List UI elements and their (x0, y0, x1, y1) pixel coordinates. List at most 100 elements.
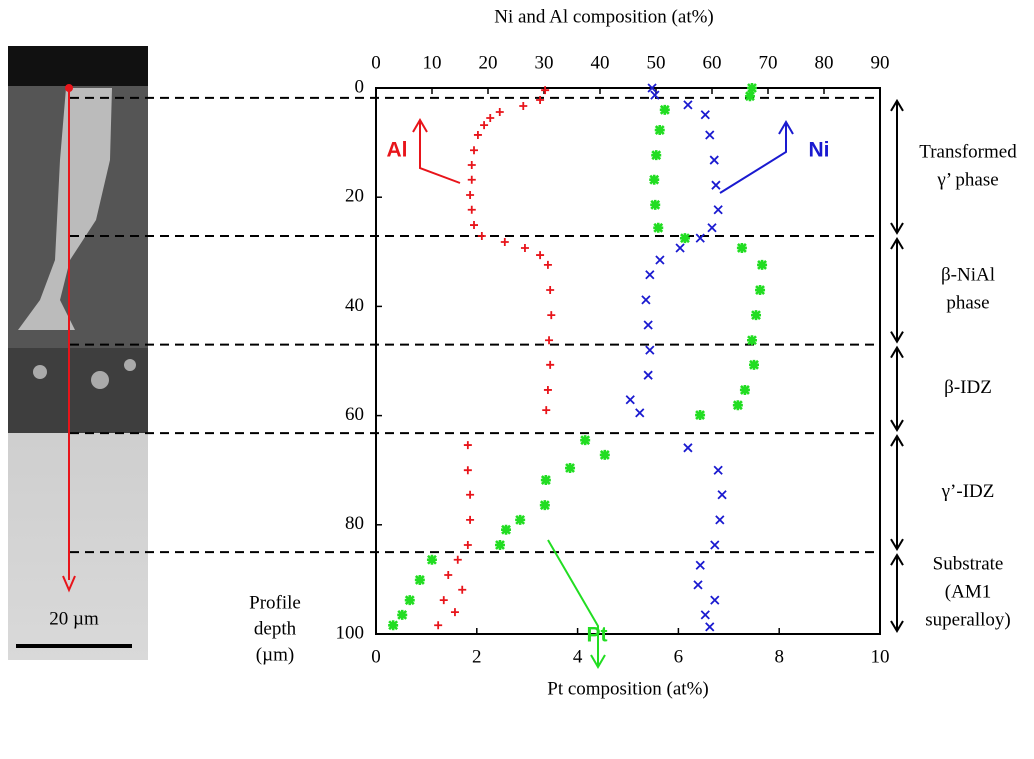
x-tick-label: 0 (371, 646, 381, 667)
data-point (470, 221, 478, 230)
data-point (715, 515, 725, 525)
plot-frame (375, 87, 881, 635)
data-point (466, 515, 475, 524)
data-point (625, 395, 635, 405)
data-point (542, 406, 551, 415)
y-tick-label: 20 (345, 186, 364, 207)
micrograph-mount (8, 46, 148, 86)
data-point (647, 83, 657, 93)
data-point (453, 555, 462, 564)
data-point (501, 524, 512, 535)
data-point (426, 554, 437, 565)
data-point (736, 242, 747, 253)
x-tick-label: 2 (472, 646, 482, 667)
data-point (444, 571, 453, 580)
data-point (473, 130, 482, 139)
phase-label: β-IDZ (944, 377, 992, 398)
data-point (635, 408, 645, 418)
phase-label: phase (946, 293, 989, 314)
data-point (709, 155, 719, 165)
data-point (732, 400, 743, 411)
phase-arrowhead (890, 434, 904, 552)
top-tick-label: 80 (815, 52, 834, 73)
micrograph: 20 µm (8, 46, 148, 660)
data-point (388, 620, 399, 631)
data-point (494, 540, 505, 551)
data-point (651, 150, 662, 161)
y-axis-title: Profile (249, 592, 301, 613)
y-tick-label: 60 (345, 404, 364, 425)
y-tick-label: 40 (345, 295, 364, 316)
y-tick-label: 0 (355, 76, 365, 97)
micrograph-grain (18, 88, 112, 330)
data-point (700, 610, 710, 620)
phase-arrowhead (890, 237, 904, 344)
x-tick-label: 10 (871, 646, 890, 667)
phase-arrowhead (890, 553, 904, 633)
data-point (547, 311, 556, 320)
data-point (466, 490, 475, 499)
y-tick-label: 100 (336, 622, 365, 643)
legend-label: Pt (587, 624, 608, 647)
data-point (541, 86, 550, 95)
data-point (695, 410, 706, 421)
data-point (746, 83, 757, 93)
top-tick-label: 90 (871, 52, 890, 73)
data-point (679, 233, 690, 244)
phase-label: β-NiAl (941, 265, 995, 286)
data-point (653, 222, 664, 233)
phase-label: Substrate (933, 553, 1004, 574)
data-point (683, 443, 693, 453)
data-point (495, 108, 504, 117)
top-tick-label: 20 (479, 52, 498, 73)
data-point (645, 345, 655, 355)
data-point (713, 465, 723, 475)
data-point (695, 560, 705, 570)
data-point (486, 114, 495, 123)
data-point (463, 541, 472, 550)
data-point (746, 335, 757, 346)
legend-label: Ni (809, 139, 830, 162)
callout-arrow (412, 118, 461, 184)
legend-label: Al (387, 139, 408, 162)
data-point (755, 285, 766, 296)
data-point (580, 435, 591, 446)
phase-label: γ’-IDZ (941, 481, 995, 502)
data-point (710, 595, 720, 605)
data-point (599, 449, 610, 460)
data-point (539, 500, 550, 511)
data-point (645, 270, 655, 280)
data-point (434, 621, 443, 630)
data-point (546, 360, 555, 369)
data-point (707, 223, 717, 233)
data-point (450, 608, 459, 617)
data-point (717, 490, 727, 500)
top-tick-label: 50 (647, 52, 666, 73)
data-point (467, 175, 476, 184)
data-point (565, 463, 576, 474)
data-point (757, 259, 768, 270)
micrograph-precipitate (33, 365, 47, 379)
data-point (643, 320, 653, 330)
data-point (650, 199, 661, 210)
data-point (700, 110, 710, 120)
data-point (477, 231, 486, 240)
micrograph-precipitate (124, 359, 136, 371)
profile-arrow (62, 575, 76, 593)
data-point (744, 91, 755, 102)
data-point (705, 130, 715, 140)
data-point (695, 233, 705, 243)
data-point (536, 251, 545, 260)
data-point (500, 237, 509, 246)
data-point (463, 466, 472, 475)
x-axis-title: Pt composition (at%) (547, 678, 708, 699)
micrograph-idz (8, 348, 148, 433)
data-point (519, 102, 528, 111)
callout-arrow (547, 539, 606, 669)
data-point (649, 174, 660, 185)
data-point (463, 441, 472, 450)
top-tick-label: 40 (591, 52, 610, 73)
x-tick-label: 6 (674, 646, 684, 667)
